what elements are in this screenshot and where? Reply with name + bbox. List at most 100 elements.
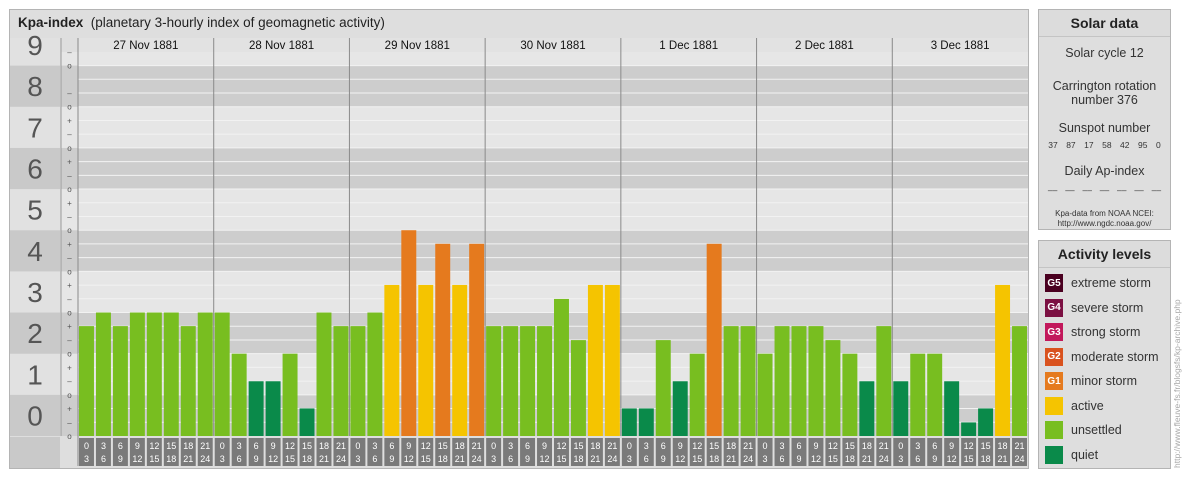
legend-item: active [1045, 396, 1104, 416]
hour-cell [197, 438, 213, 466]
hour-start-label: 12 [828, 441, 838, 451]
sunspot-value: 95 [1138, 140, 1148, 150]
kp-bar [910, 353, 926, 436]
legend-label: strong storm [1071, 325, 1141, 339]
hour-cell [604, 438, 620, 466]
hour-end-label: 21 [455, 454, 465, 464]
kp-bar [282, 353, 298, 436]
kp-bar [333, 326, 349, 436]
hour-start-label: 15 [166, 441, 176, 451]
sunspot-value: 17 [1084, 140, 1094, 150]
hour-start-label: 18 [726, 441, 736, 451]
y-axis-band [10, 106, 60, 148]
legend-label: moderate storm [1071, 349, 1159, 364]
hour-cell [689, 438, 705, 466]
sub-tick-label: o [67, 350, 72, 359]
level-band [61, 230, 1028, 272]
kp-bar [265, 381, 281, 436]
kp-bar [520, 326, 536, 436]
kp-bar [79, 326, 94, 436]
y-tick-label: 7 [27, 112, 43, 143]
hour-cell [367, 438, 383, 466]
hour-cell [163, 438, 179, 466]
hour-end-label: 21 [183, 454, 193, 464]
hour-end-label: 9 [118, 454, 123, 464]
day-label: 27 Nov 1881 [113, 40, 178, 52]
level-band [61, 65, 1028, 107]
kp-bar [859, 381, 875, 436]
hour-cell [995, 438, 1011, 466]
ap-value: –– [1117, 185, 1127, 195]
hour-end-label: 12 [675, 454, 685, 464]
hour-start-label: 6 [525, 441, 530, 451]
kp-bar [197, 312, 213, 436]
day-label: 29 Nov 1881 [385, 40, 450, 52]
ap-index-title: Daily Ap-index [1064, 164, 1145, 178]
hour-end-label: 18 [573, 454, 583, 464]
kp-bar [214, 312, 230, 436]
y-axis-band [10, 147, 60, 190]
hour-end-label: 3 [763, 454, 768, 464]
hour-start-label: 0 [355, 441, 360, 451]
sub-tick-label: + [67, 363, 72, 372]
solar-data-panel: Solar data Solar cycle 12 Carrington rot… [1038, 9, 1171, 230]
hour-cell [146, 438, 162, 466]
source-note-line-1: Kpa-data from NOAA NCEI: [1055, 209, 1154, 218]
kp-bar [757, 353, 773, 436]
hour-start-label: 15 [709, 441, 719, 451]
hour-cell [791, 438, 807, 466]
kp-bar [231, 353, 247, 436]
hour-start-label: 6 [796, 441, 801, 451]
hour-end-label: 12 [540, 454, 550, 464]
hour-cell [554, 438, 569, 466]
hour-end-label: 15 [964, 454, 974, 464]
y-axis-footer [10, 437, 60, 468]
hour-cell [248, 438, 264, 466]
sunspot-value: 37 [1048, 140, 1058, 150]
sunspot-values: 37 87 17 58 42 95 0 [1039, 140, 1170, 150]
hour-end-label: 18 [438, 454, 448, 464]
hour-end-label: 9 [796, 454, 801, 464]
y-axis-band [10, 230, 60, 272]
y-tick-label: 6 [27, 153, 43, 184]
kp-bar [706, 243, 722, 436]
hour-cell [520, 438, 536, 466]
hour-end-label: 9 [661, 454, 666, 464]
hour-end-label: 6 [372, 454, 377, 464]
hour-end-label: 21 [998, 454, 1008, 464]
sub-tick-label: o [67, 267, 72, 276]
hour-cell [333, 438, 349, 466]
hour-end-label: 6 [780, 454, 785, 464]
hour-end-label: 18 [709, 454, 719, 464]
kp-bar [95, 312, 111, 436]
kp-bar [808, 326, 824, 436]
kp-bar [248, 381, 264, 436]
kp-bar [367, 312, 383, 436]
chart-title: Kpa-index (planetary 3-hourly index of g… [18, 15, 385, 30]
hour-start-label: 15 [302, 441, 312, 451]
hour-start-label: 12 [556, 441, 566, 451]
hour-start-label: 6 [661, 441, 666, 451]
hour-cell [672, 438, 688, 466]
hour-start-label: 0 [491, 441, 496, 451]
kp-bar [638, 408, 654, 436]
hour-end-label: 12 [947, 454, 957, 464]
hour-start-label: 12 [692, 441, 702, 451]
hour-cell [265, 438, 281, 466]
hour-end-label: 3 [627, 454, 632, 464]
source-note-link[interactable]: http://www.ngdc.noaa.gov/ [1057, 219, 1152, 228]
sunspot-title: Sunspot number [1058, 121, 1151, 135]
legend-label: quiet [1071, 447, 1099, 462]
ap-index-values: –– –– –– –– –– –– –– [1039, 185, 1170, 195]
hour-start-label: 3 [915, 441, 920, 451]
hour-end-label: 24 [607, 454, 617, 464]
kp-bar [587, 284, 603, 436]
hour-cell [927, 438, 943, 466]
sub-tick-label: + [67, 199, 72, 208]
hour-cell [859, 438, 875, 466]
hour-start-label: 6 [254, 441, 259, 451]
kp-bar [1012, 326, 1027, 436]
hour-start-label: 21 [472, 441, 482, 451]
kp-bar [401, 230, 417, 436]
kp-bar [384, 284, 400, 436]
